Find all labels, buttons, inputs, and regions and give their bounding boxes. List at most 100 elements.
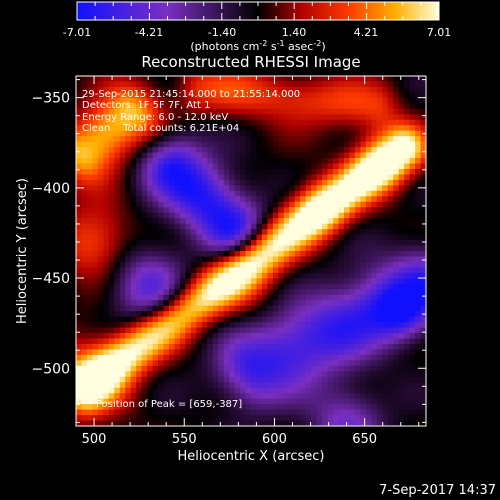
heatmap-cell — [311, 245, 318, 252]
heatmap-cell — [343, 256, 351, 263]
heatmap-cell — [240, 240, 247, 247]
heatmap-cell — [294, 223, 301, 230]
heatmap-cell — [196, 207, 203, 214]
heatmap-cell — [349, 415, 356, 422]
heatmap-cell — [322, 86, 329, 94]
heatmap-cell — [322, 311, 329, 318]
heatmap-cell — [245, 256, 252, 263]
heatmap-cell — [327, 108, 334, 115]
heatmap-cell — [371, 86, 378, 94]
heatmap-cell — [327, 289, 334, 296]
heatmap-cell — [305, 223, 312, 230]
heatmap-cell — [223, 349, 230, 356]
heatmap-cell — [349, 179, 356, 186]
heatmap-cell — [141, 251, 148, 258]
heatmap-cell — [114, 229, 121, 236]
heatmap-cell — [300, 343, 307, 351]
heatmap-cell — [141, 229, 148, 236]
heatmap-cell — [251, 185, 258, 192]
heatmap-cell — [97, 398, 104, 405]
heatmap-cell — [316, 108, 323, 115]
heatmap-cell — [114, 382, 121, 389]
heatmap-cell — [174, 97, 181, 104]
heatmap-cell — [158, 212, 165, 219]
heatmap-cell — [338, 404, 345, 411]
heatmap-cell — [76, 333, 83, 340]
heatmap-cell — [168, 92, 176, 99]
heatmap-cell — [322, 300, 329, 307]
heatmap-cell — [267, 76, 274, 83]
heatmap-cell — [185, 305, 192, 312]
heatmap-cell — [256, 147, 263, 154]
heatmap-cell — [207, 240, 214, 247]
heatmap-cell — [404, 130, 411, 137]
heatmap-cell — [152, 382, 159, 389]
heatmap-cell — [393, 92, 400, 99]
heatmap-cell — [81, 256, 88, 263]
heatmap-cell — [212, 365, 219, 372]
heatmap-cell — [360, 174, 367, 181]
heatmap-cell — [234, 283, 241, 290]
heatmap-cell — [267, 272, 274, 279]
heatmap-cell — [86, 261, 94, 269]
heatmap-cell — [212, 97, 219, 104]
heatmap-cell — [305, 229, 312, 236]
heatmap-cell — [420, 300, 426, 307]
heatmap-cell — [272, 218, 279, 225]
heatmap-cell — [305, 234, 312, 241]
heatmap-cell — [387, 415, 394, 422]
heatmap-cell — [218, 360, 225, 367]
heatmap-cell — [322, 305, 329, 312]
heatmap-cell — [245, 387, 252, 394]
heatmap-cell — [272, 152, 279, 159]
heatmap-cell — [240, 415, 247, 422]
heatmap-cell — [409, 376, 416, 383]
heatmap-cell — [229, 130, 236, 137]
heatmap-cell — [409, 196, 416, 203]
heatmap-cell — [207, 338, 214, 345]
heatmap-cell — [387, 376, 394, 383]
heatmap-cell — [196, 119, 203, 126]
heatmap-cell — [158, 289, 165, 296]
heatmap-cell — [201, 147, 208, 154]
heatmap-cell — [294, 174, 301, 181]
heatmap-cell — [261, 322, 269, 329]
heatmap-cell — [278, 179, 285, 186]
heatmap-cell — [382, 360, 389, 367]
heatmap-cell — [201, 354, 208, 361]
heatmap-cell — [168, 349, 176, 356]
heatmap-cell — [278, 420, 285, 426]
heatmap-cell — [152, 218, 159, 225]
heatmap-cell — [360, 420, 367, 426]
heatmap-cell — [223, 327, 230, 334]
heatmap-cell — [81, 251, 88, 258]
heatmap-cell — [415, 349, 422, 356]
heatmap-cell — [218, 234, 225, 241]
heatmap-cell — [223, 365, 230, 372]
heatmap-cell — [311, 278, 318, 285]
heatmap-cell — [387, 333, 394, 340]
heatmap-cell — [136, 382, 143, 389]
heatmap-cell — [387, 283, 394, 290]
heatmap-cell — [327, 316, 334, 323]
heatmap-cell — [190, 354, 197, 361]
heatmap-cell — [81, 234, 88, 241]
heatmap-cell — [333, 103, 340, 110]
heatmap-cell — [125, 415, 132, 422]
heatmap-cell — [261, 201, 269, 208]
heatmap-cell — [229, 382, 236, 389]
heatmap-cell — [349, 251, 356, 258]
heatmap-cell — [322, 354, 329, 361]
heatmap-cell — [327, 420, 334, 426]
heatmap-cell — [294, 393, 301, 400]
heatmap-cell — [376, 311, 383, 318]
heatmap-cell — [218, 393, 225, 400]
heatmap-cell — [218, 294, 225, 301]
heatmap-cell — [229, 234, 236, 241]
heatmap-cell — [338, 223, 345, 230]
heatmap-cell — [136, 316, 143, 323]
heatmap-cell — [349, 158, 356, 165]
heatmap-cell — [333, 229, 340, 236]
heatmap-cell — [251, 316, 258, 323]
heatmap-cell — [229, 365, 236, 372]
